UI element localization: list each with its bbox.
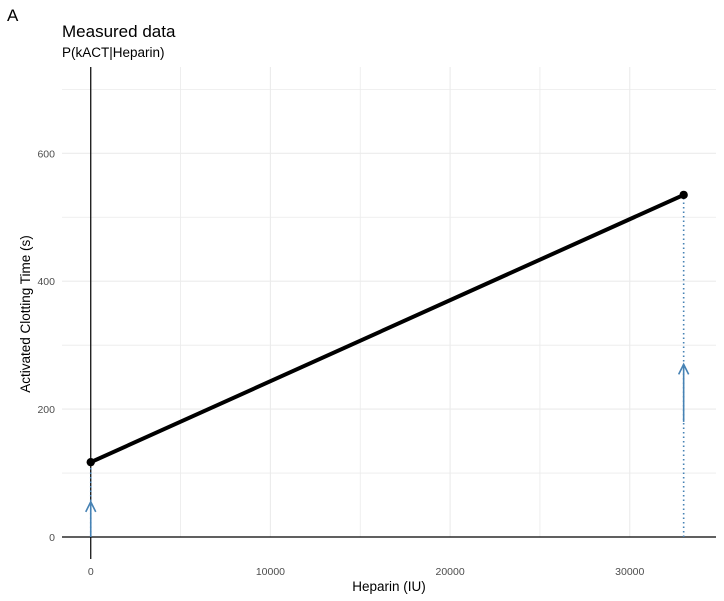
tick-labels: 0 10000 20000 30000 0 200 400 600 xyxy=(37,148,644,578)
dotted-guides xyxy=(89,194,685,537)
x-axis-title: Heparin (IU) xyxy=(352,579,426,594)
series xyxy=(86,190,688,467)
y-axis-title: Activated Clotting Time (s) xyxy=(18,235,33,393)
chart-subtitle: P(kACT|Heparin) xyxy=(62,45,165,60)
y-tick-label: 200 xyxy=(37,404,55,416)
arrows xyxy=(85,362,690,537)
x-tick-label: 20000 xyxy=(435,566,464,578)
x-tick-label: 30000 xyxy=(615,566,644,578)
arrow-head xyxy=(677,362,690,375)
panel-tag: A xyxy=(7,6,19,25)
chart-title: Measured data xyxy=(62,22,176,41)
x-tick-label: 10000 xyxy=(256,566,285,578)
series-line xyxy=(88,192,686,465)
grid-lines xyxy=(62,67,716,538)
arrow-head xyxy=(85,500,97,513)
y-tick-label: 400 xyxy=(37,276,55,288)
data-point xyxy=(679,190,688,200)
y-tick-label: 0 xyxy=(49,532,55,544)
y-tick-label: 600 xyxy=(37,148,55,160)
axes xyxy=(62,67,716,559)
data-point xyxy=(86,457,95,467)
x-tick-label: 0 xyxy=(88,566,94,578)
